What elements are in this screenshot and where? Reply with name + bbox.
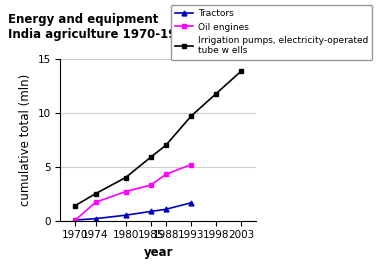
Tractors <box>93 217 98 220</box>
Irrigation pumps, electricity-operated
tube w ells <box>164 144 168 147</box>
Y-axis label: cumulative total (mln): cumulative total (mln) <box>19 74 32 206</box>
Tractors <box>149 210 153 213</box>
Line: Tractors: Tractors <box>73 200 193 222</box>
Text: Energy and equipment
India agriculture 1970-1993 (TERI): Energy and equipment India agriculture 1… <box>8 13 237 41</box>
X-axis label: year: year <box>144 246 173 259</box>
Oil engines <box>189 163 193 166</box>
Irrigation pumps, electricity-operated
tube w ells <box>73 204 78 207</box>
Tractors <box>164 208 168 211</box>
Oil engines <box>73 218 78 222</box>
Tractors <box>189 201 193 204</box>
Line: Irrigation pumps, electricity-operated
tube w ells: Irrigation pumps, electricity-operated t… <box>73 69 244 208</box>
Line: Oil engines: Oil engines <box>73 162 193 222</box>
Irrigation pumps, electricity-operated
tube w ells <box>189 115 193 118</box>
Oil engines <box>149 183 153 187</box>
Oil engines <box>93 201 98 204</box>
Tractors <box>123 214 128 217</box>
Irrigation pumps, electricity-operated
tube w ells <box>214 92 218 95</box>
Irrigation pumps, electricity-operated
tube w ells <box>93 192 98 195</box>
Irrigation pumps, electricity-operated
tube w ells <box>123 176 128 179</box>
Oil engines <box>123 190 128 193</box>
Legend: Tractors, Oil engines, Irrigation pumps, electricity-operated
tube w ells: Tractors, Oil engines, Irrigation pumps,… <box>170 5 372 60</box>
Oil engines <box>164 173 168 176</box>
Tractors <box>73 218 78 222</box>
Irrigation pumps, electricity-operated
tube w ells <box>239 69 244 73</box>
Irrigation pumps, electricity-operated
tube w ells <box>149 155 153 159</box>
